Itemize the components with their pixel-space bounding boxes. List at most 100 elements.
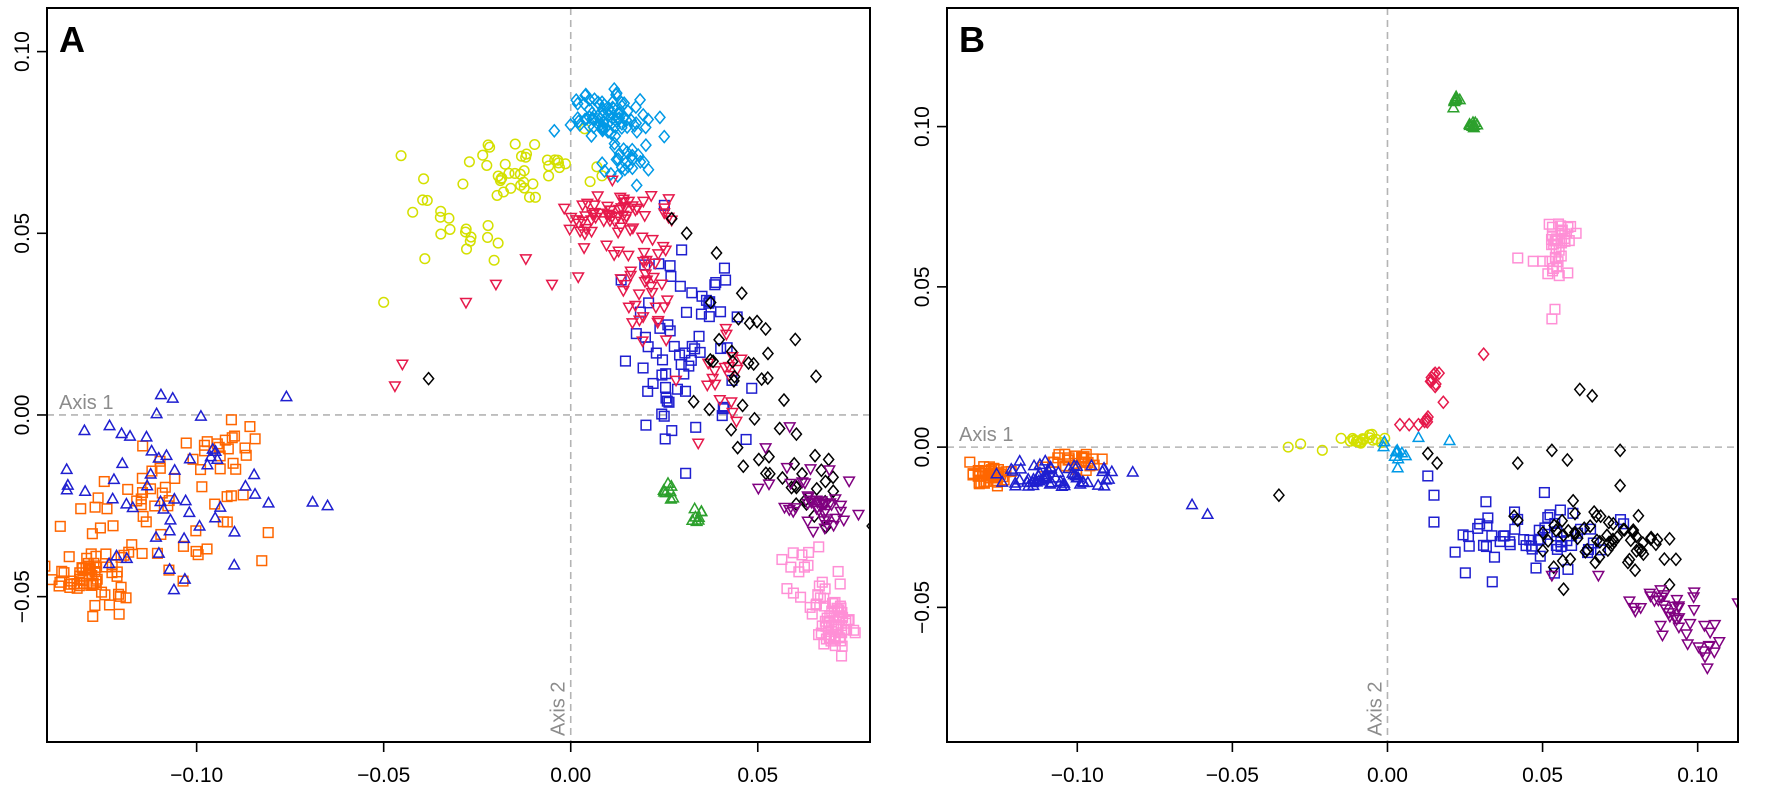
data-point <box>1670 594 1684 607</box>
data-point <box>620 113 633 128</box>
data-point <box>795 477 809 489</box>
data-point <box>1550 252 1562 264</box>
data-point <box>740 433 752 445</box>
data-point <box>1687 605 1701 617</box>
data-point <box>1486 576 1498 588</box>
data-point <box>666 425 678 437</box>
data-point <box>724 397 738 409</box>
data-point <box>781 583 793 595</box>
data-point <box>686 340 698 352</box>
data-point <box>122 483 134 495</box>
y-tick-label: −0.05 <box>11 570 34 623</box>
data-point <box>1628 606 1642 619</box>
data-point <box>577 243 591 255</box>
data-point <box>680 306 693 318</box>
data-point <box>822 465 836 477</box>
data-point <box>1076 474 1090 487</box>
data-point <box>827 484 840 499</box>
data-point <box>789 332 802 347</box>
data-point <box>107 472 121 485</box>
data-point <box>1573 382 1586 397</box>
data-point <box>837 515 851 528</box>
data-point <box>101 503 113 515</box>
data-point <box>1545 443 1558 458</box>
data-point <box>1663 577 1676 593</box>
data-point <box>819 474 832 489</box>
data-point <box>227 524 242 537</box>
data-point <box>606 115 619 131</box>
data-point <box>793 566 805 578</box>
data-point <box>615 160 628 175</box>
data-point <box>759 466 772 481</box>
data-point <box>829 513 843 526</box>
data-point <box>1668 601 1682 614</box>
data-point <box>523 191 536 203</box>
data-point <box>776 470 789 486</box>
data-point <box>1429 376 1442 392</box>
data-point <box>1589 555 1602 570</box>
data-point <box>657 302 671 314</box>
data-point <box>1653 620 1668 633</box>
data-point <box>529 138 541 151</box>
data-point <box>230 463 242 475</box>
data-point <box>642 385 654 397</box>
data-point <box>625 318 639 330</box>
data-point <box>621 250 635 263</box>
data-point <box>691 438 705 451</box>
data-point <box>640 262 655 274</box>
data-point <box>571 96 584 111</box>
data-point <box>725 344 738 359</box>
data-point <box>248 487 262 499</box>
data-point <box>834 506 848 519</box>
data-point <box>1468 115 1482 128</box>
data-point <box>1488 551 1501 563</box>
points-layer <box>47 81 870 662</box>
data-point <box>619 211 633 224</box>
data-point <box>1477 539 1490 551</box>
data-point <box>1696 646 1710 658</box>
data-point <box>579 223 593 236</box>
data-point <box>720 274 732 286</box>
data-point <box>1097 461 1111 474</box>
data-point <box>1672 602 1686 615</box>
data-point <box>1590 533 1603 548</box>
data-point <box>154 462 166 474</box>
data-point <box>782 505 796 517</box>
data-point <box>613 146 626 162</box>
data-point <box>1008 476 1022 488</box>
data-point <box>527 178 539 190</box>
data-point <box>178 572 192 584</box>
data-point <box>614 203 629 215</box>
data-point <box>734 354 748 367</box>
data-point <box>1651 532 1664 548</box>
data-point <box>664 325 676 337</box>
data-point <box>192 549 204 561</box>
data-point <box>820 519 834 532</box>
data-point <box>1073 477 1087 489</box>
data-point <box>608 81 621 97</box>
data-point <box>1096 453 1108 465</box>
data-point <box>636 196 650 209</box>
data-point <box>135 499 147 511</box>
data-point <box>984 470 996 482</box>
data-point <box>638 211 652 223</box>
data-point <box>145 443 159 456</box>
data-point <box>737 459 750 474</box>
data-point <box>759 443 773 455</box>
data-point <box>492 170 504 182</box>
data-point <box>543 170 555 182</box>
data-point <box>519 254 533 266</box>
data-point <box>1097 478 1111 491</box>
data-point <box>630 178 643 193</box>
data-point <box>773 421 786 436</box>
data-point <box>836 606 848 619</box>
data-point <box>679 347 691 359</box>
data-point <box>1687 587 1701 599</box>
data-point <box>692 510 706 523</box>
data-point <box>1579 544 1592 559</box>
data-point <box>806 526 820 539</box>
data-point <box>580 198 594 211</box>
data-point <box>1683 618 1697 631</box>
data-point <box>102 556 116 569</box>
data-point <box>1126 465 1140 477</box>
